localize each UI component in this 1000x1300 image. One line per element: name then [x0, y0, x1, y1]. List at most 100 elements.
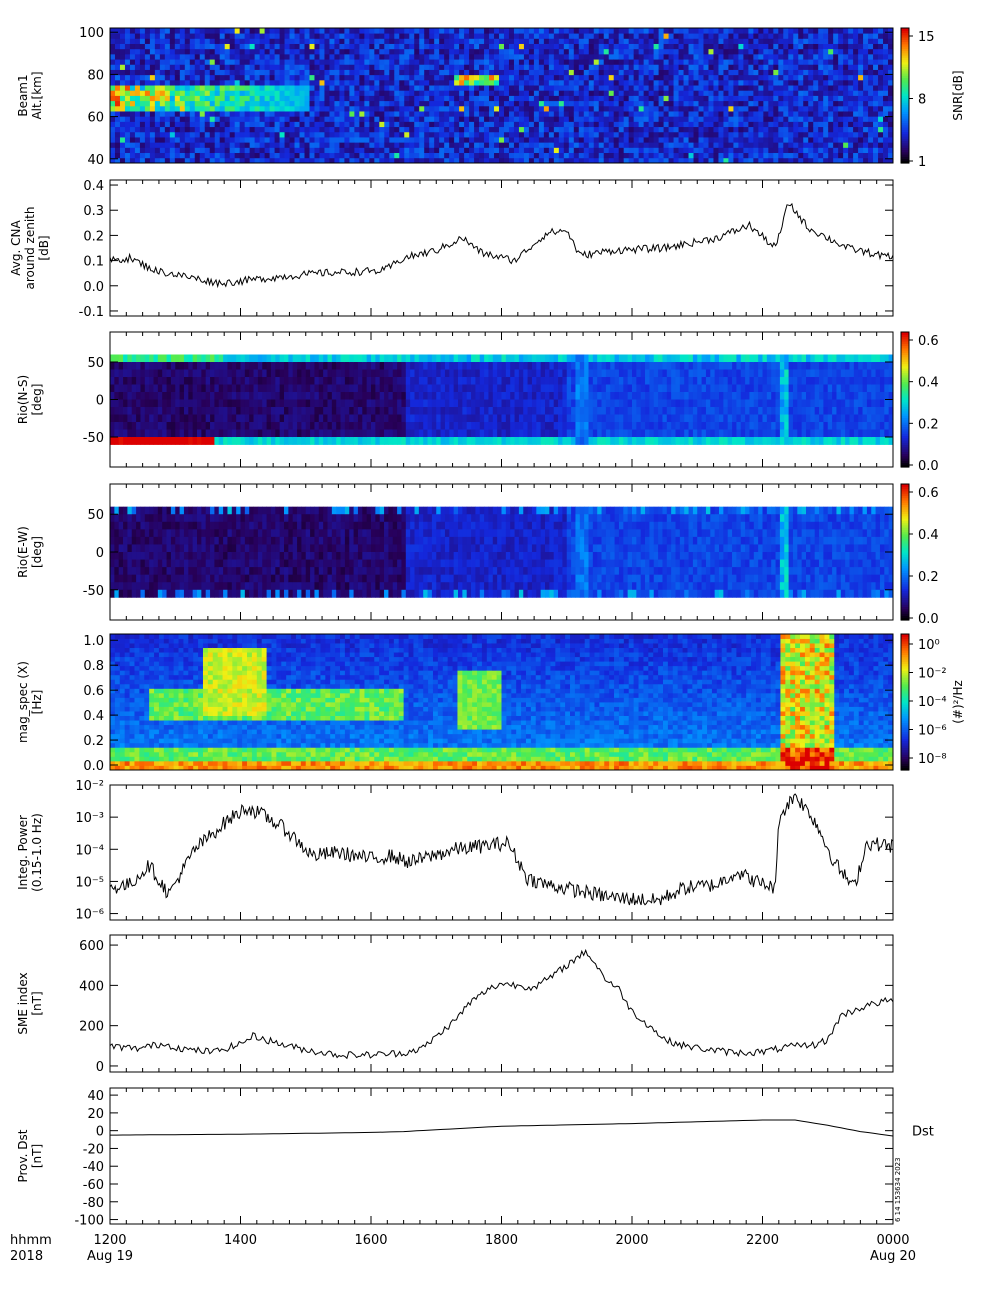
heatmap-cell	[528, 74, 535, 81]
heatmap-cell	[479, 137, 485, 143]
heatmap-cell	[728, 33, 734, 39]
heatmap-cell	[723, 137, 729, 143]
heatmap-cell	[464, 100, 470, 107]
heatmap-cell	[249, 48, 256, 55]
heatmap-cell	[558, 43, 565, 50]
heatmap-cell	[449, 100, 455, 107]
heatmap-cell	[783, 121, 789, 128]
heatmap-cell	[259, 43, 266, 50]
heatmap-cell	[209, 152, 216, 159]
heatmap-cell	[494, 64, 500, 70]
heatmap-cell	[633, 28, 640, 34]
heatmap-cell	[264, 53, 270, 60]
heatmap-cell	[573, 74, 580, 81]
heatmap-cell	[118, 384, 124, 393]
colorbar-cell	[901, 138, 909, 142]
heatmap-cell	[329, 137, 335, 143]
heatmap-cell	[389, 131, 395, 138]
heatmap-cell	[853, 95, 859, 102]
heatmap-cell	[618, 79, 625, 86]
heatmap-cell	[768, 105, 774, 112]
heatmap-cell	[379, 85, 385, 91]
heatmap-cell	[813, 126, 819, 133]
heatmap-cell	[668, 142, 674, 148]
heatmap-cell	[270, 362, 276, 370]
heatmap-cell	[763, 157, 769, 164]
heatmap-cell	[262, 437, 267, 445]
heatmap-cell	[638, 79, 645, 86]
heatmap-cell	[783, 137, 789, 143]
heatmap-cell	[344, 48, 350, 55]
heatmap-cell	[214, 74, 221, 81]
heatmap-cell	[603, 111, 610, 117]
heatmap-cell	[309, 121, 315, 128]
heatmap-cell	[269, 100, 275, 107]
heatmap-cell	[628, 59, 635, 65]
heatmap-cell	[334, 142, 340, 148]
heatmap-cell	[788, 28, 794, 34]
heatmap-cell	[218, 422, 224, 430]
heatmap-cell	[124, 74, 131, 81]
heatmap-cell	[219, 28, 226, 34]
heatmap-cell	[209, 59, 216, 65]
heatmap-cell	[188, 429, 194, 438]
heatmap-cell	[883, 100, 889, 107]
heatmap-cell	[618, 53, 625, 60]
heatmap-cell	[240, 437, 246, 445]
heatmap-cell	[733, 43, 739, 50]
heatmap-cell	[813, 142, 819, 148]
heatmap-cell	[878, 43, 884, 50]
heatmap-cell	[823, 152, 829, 159]
heatmap-cell	[688, 33, 694, 39]
heatmap-cell	[164, 79, 171, 86]
heatmap-cell	[197, 429, 202, 438]
heatmap-cell	[164, 147, 171, 154]
heatmap-cell	[434, 111, 440, 117]
heatmap-cell	[843, 152, 849, 159]
heatmap-cell	[329, 38, 335, 44]
heatmap-cell	[548, 74, 555, 81]
heatmap-cell	[364, 126, 370, 133]
heatmap-cell	[209, 38, 216, 44]
heatmap-cell	[164, 137, 171, 143]
heatmap-cell	[134, 137, 141, 143]
heatmap-cell	[633, 137, 640, 143]
heatmap-cell	[553, 33, 560, 39]
heatmap-cell	[538, 142, 545, 148]
heatmap-cell	[469, 85, 475, 91]
heatmap-cell	[698, 74, 704, 81]
heatmap-cell	[269, 142, 275, 148]
heatmap-cell	[518, 147, 525, 154]
heatmap-cell	[194, 116, 201, 122]
heatmap-cell	[114, 85, 121, 91]
heatmap-cell	[464, 137, 470, 143]
heatmap-cell	[688, 28, 694, 34]
heatmap-cell	[773, 79, 779, 86]
heatmap-cell	[454, 33, 460, 39]
heatmap-cell	[439, 121, 445, 128]
heatmap-cell	[257, 369, 263, 378]
heatmap-cell	[713, 74, 719, 81]
heatmap-cell	[683, 74, 689, 81]
heatmap-cell	[683, 28, 689, 34]
heatmap-cell	[170, 369, 176, 378]
heatmap-cell	[563, 59, 570, 65]
heatmap-cell	[538, 48, 545, 55]
heatmap-cell	[863, 59, 869, 65]
heatmap-cell	[236, 369, 241, 378]
heatmap-cell	[853, 90, 859, 96]
heatmap-cell	[264, 157, 270, 164]
heatmap-cell	[843, 59, 849, 65]
heatmap-cell	[140, 362, 146, 370]
heatmap-cell	[414, 43, 420, 50]
heatmap-cell	[678, 147, 684, 154]
heatmap-cell	[154, 131, 161, 138]
heatmap-cell	[314, 59, 320, 65]
heatmap-cell	[304, 142, 310, 148]
heatmap-cell	[439, 131, 445, 138]
heatmap-cell	[813, 69, 819, 76]
heatmap-cell	[334, 59, 340, 65]
heatmap-cell	[309, 152, 315, 159]
heatmap-cell	[369, 105, 375, 112]
heatmap-cell	[489, 74, 495, 81]
